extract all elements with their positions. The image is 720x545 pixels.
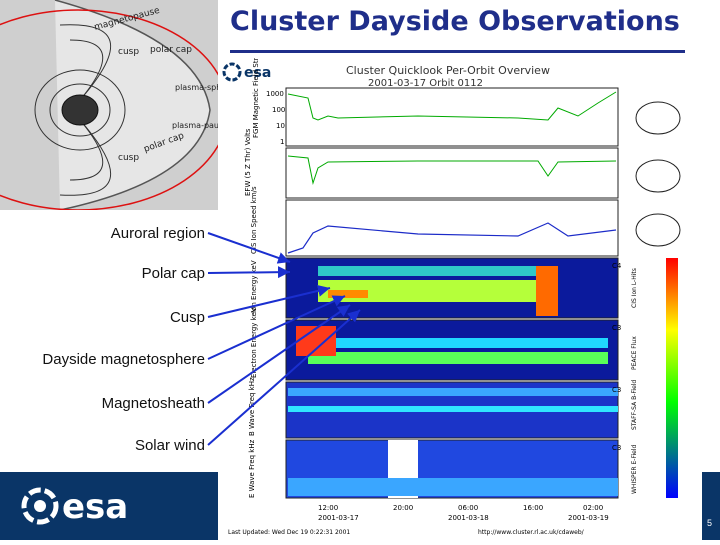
panel-ion-speed [285,199,619,257]
panel-electron-energy-ylabel: Electron Energy keV [250,307,258,378]
footer-bar: esa [0,472,218,540]
earth-icon [61,94,99,126]
diagram-label-plasmapause: plasma-pause [172,121,218,130]
diagram-label-cusp-top: cusp [118,47,139,57]
fgm-line [287,91,617,121]
quicklook-panel: esa Cluster Quicklook Per-Orbit Overview… [218,26,702,540]
magnetosphere-diagram-svg: magnetopause cusp polar cap plasma-spher… [0,0,234,211]
date-tick-0: 2001-03-17 [318,514,359,522]
panel-fgm-ylabel: FGM Magnetic Field Strength nT [252,58,260,138]
plot-title: Cluster Quicklook Per-Orbit Overview [346,64,550,77]
esa-footer-logo-text: esa [62,487,128,527]
fgm-tick-0: 1000 [266,90,284,98]
magnetopause-line [54,0,211,211]
fgm-tick-1: 100 [272,106,285,114]
title-underline [230,50,685,53]
plot-subtitle: 2001-03-17 Orbit 0112 [368,78,483,89]
region-label-magnetosheath: Magnetosheath [101,395,205,412]
time-tick-1: 20:00 [393,504,413,512]
right-label-0: CIS Ion L-Hits [631,268,638,308]
ion-speed-line [287,222,617,254]
slide-title: Cluster Dayside Observations [230,6,680,37]
colorbar [666,258,678,498]
region-label-auroral: Auroral region [110,225,205,242]
diagram-label-cusp-bottom: cusp [118,153,139,163]
panel-efw [285,147,619,199]
region-label-solar-wind: Solar wind [134,437,205,454]
plot-esa-logo: esa [222,62,271,82]
svg-text:esa: esa [244,65,271,81]
plot-footer-right: http://www.cluster.rl.ac.uk/cdaweb/ [478,529,585,536]
esa-footer-logo: esa [21,487,128,527]
panel-ion-speed-ylabel: CIS Ion Speed km/s [250,186,258,254]
diagram-label-plasmasphere: plasma-sphere [175,83,218,92]
panel-ion-energy-ylabel: Ion Energy keV [250,260,258,313]
orbit-mini-1 [635,101,681,135]
time-tick-3: 16:00 [523,504,543,512]
e-wave-tag: C3 [612,444,621,452]
panel-e-wave-ylabel: E Wave Freq kHz [248,439,256,498]
right-label-3: WHISPER E-Field [631,444,638,494]
time-tick-4: 02:00 [583,504,603,512]
fgm-tick-3: 1 [280,138,284,146]
electron-energy-tag: C3 [612,324,621,332]
region-label-polar-cap: Polar cap [141,265,205,282]
date-tick-2: 2001-03-19 [568,514,609,522]
panel-b-wave-ylabel: B Wave Freq kHz [248,377,256,436]
diagram-label-polar-cap-top: polar cap [150,45,192,55]
quicklook-svg: esa Cluster Quicklook Per-Orbit Overview… [218,26,702,540]
magnetosphere-diagram: magnetopause cusp polar cap plasma-spher… [0,0,234,211]
fgm-tick-2: 10 [276,122,285,130]
ion-energy-tag: C4 [612,262,622,270]
orbit-mini-2 [635,159,681,193]
time-tick-2: 06:00 [458,504,478,512]
date-tick-1: 2001-03-18 [448,514,489,522]
region-label-cusp: Cusp [169,309,205,326]
slide-number: 5 [706,518,712,528]
region-label-dayside: Dayside magnetosphere [42,351,205,368]
b-wave-tag: C3 [612,386,621,394]
right-label-1: PEACE Flux [631,336,638,370]
plot-footer-left: Last Updated: Wed Dec 19 0:22:31 2001 [228,529,350,536]
right-label-2: STAFF-SA B-Field [631,380,638,430]
panel-efw-ylabel: EFW (5 Z Thr) Volts [244,128,252,196]
time-tick-0: 12:00 [318,504,338,512]
efw-line [287,155,617,185]
orbit-mini-3 [635,213,681,247]
